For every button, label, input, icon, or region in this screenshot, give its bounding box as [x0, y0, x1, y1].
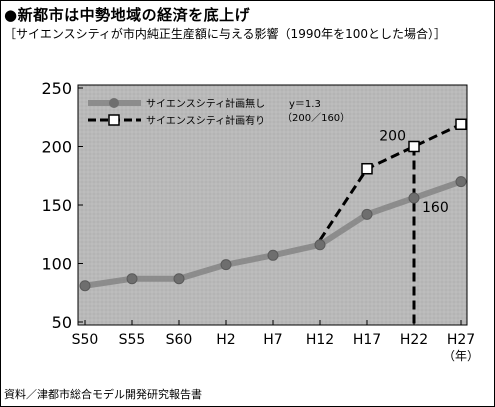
series-with-plan-point — [455, 118, 467, 131]
legend-label-no-plan: サイエンスシティ計画無し — [146, 97, 265, 110]
x-tick-label: H22 — [400, 332, 428, 348]
annotation-formula: y＝1.3 — [289, 99, 321, 110]
y-tick-label: 100 — [41, 255, 72, 274]
y-tick-label: 200 — [41, 138, 72, 157]
x-tick-label: H17 — [353, 332, 381, 348]
series-with-plan-line — [318, 122, 462, 241]
series-no-plan-point — [361, 208, 373, 220]
series-no-plan-point — [79, 280, 91, 292]
series-no-plan-point — [220, 259, 232, 271]
x-tick-label: H2 — [216, 332, 235, 348]
series-no-plan-point — [126, 273, 138, 285]
series-no-plan-point — [267, 249, 279, 261]
annotation-value-160: 160 — [422, 200, 449, 216]
chart-source: 資料／津都市総合モデル開発研究報告書 — [4, 388, 202, 401]
y-tick-label: 150 — [41, 196, 72, 215]
x-tick-label: S60 — [166, 332, 193, 348]
series-with-plan-point — [408, 140, 420, 153]
x-tick-label: S55 — [119, 332, 146, 348]
legend-marker-no-plan — [109, 98, 119, 108]
series-no-plan-point — [408, 192, 420, 204]
series-no-plan-point — [455, 176, 467, 188]
x-tick-label: H27 — [447, 332, 475, 348]
series-no-plan-point — [314, 239, 326, 251]
legend-label-with-plan: サイエンスシティ計画有り — [146, 114, 265, 127]
annotation-ratio: （200／160） — [282, 112, 350, 124]
x-tick-label: S50 — [72, 332, 99, 348]
x-axis-unit: （年） — [443, 349, 479, 363]
series-with-plan-point — [361, 162, 373, 175]
chart-title: ●新都市は中勢地域の経済を底上げ — [4, 6, 251, 24]
y-tick-label: 50 — [52, 313, 72, 332]
chart-subtitle: ［サイエンスシティが市内純正生産額に与える影響（1990年を100とした場合）］ — [4, 27, 447, 41]
annotation-value-200: 200 — [379, 129, 406, 145]
y-tick-label: 250 — [41, 79, 72, 98]
x-tick-label: H12 — [306, 332, 334, 348]
legend-marker-with-plan — [108, 114, 120, 126]
series-no-plan-point — [173, 273, 185, 285]
x-tick-label: H7 — [263, 332, 282, 348]
